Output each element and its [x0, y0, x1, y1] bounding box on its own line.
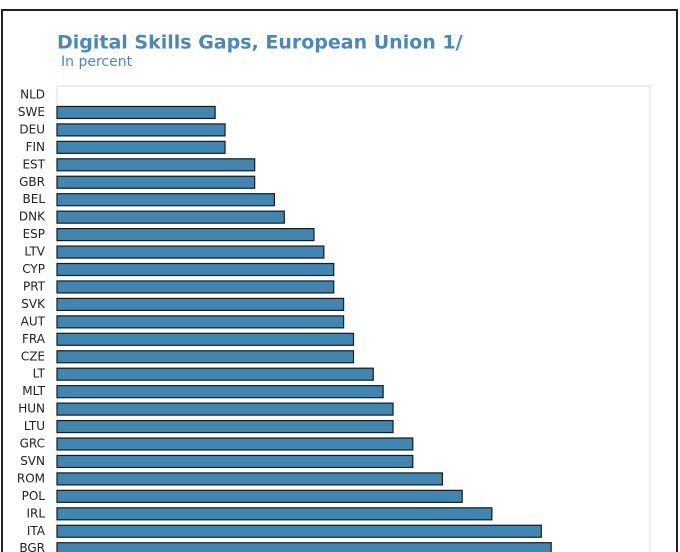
bar [56, 140, 226, 154]
bar [56, 507, 493, 521]
y-tick-label: NLD [20, 88, 45, 102]
bar [56, 524, 542, 538]
bar [56, 489, 463, 503]
y-tick-label: SWE [18, 105, 45, 119]
y-tick-label: LTU [24, 419, 45, 433]
bar [56, 367, 374, 381]
bar [56, 385, 384, 399]
y-tick-label: DEU [19, 122, 45, 136]
bar [56, 245, 325, 259]
y-tick-label: MLT [22, 384, 45, 398]
y-tick-label: HUN [18, 402, 45, 416]
y-tick-label: BEL [23, 192, 46, 206]
bar [56, 350, 355, 364]
y-tick-label: CZE [21, 349, 45, 363]
bar [56, 280, 335, 294]
chart-subtitle: In percent [61, 54, 133, 70]
y-tick-label: GBR [19, 175, 45, 189]
bar [56, 315, 345, 329]
bar [56, 472, 444, 486]
y-tick-label: ROM [17, 471, 45, 485]
bar [56, 454, 414, 469]
bar [56, 123, 226, 137]
bar [56, 158, 256, 172]
y-tick-label: GRC [20, 437, 45, 451]
y-tick-label: PRT [23, 279, 46, 293]
y-tick-label: SVK [21, 297, 46, 311]
bar [56, 437, 414, 451]
y-tick-label: LT [33, 367, 46, 381]
bar [56, 262, 335, 277]
bar [56, 210, 285, 224]
y-tick-label: IRL [26, 506, 45, 520]
y-tick-label: FIN [26, 140, 45, 154]
bar [56, 105, 216, 120]
bar [56, 402, 394, 416]
bar [56, 419, 394, 434]
y-tick-label: CYP [22, 262, 45, 276]
bar [56, 175, 256, 189]
chart-title: Digital Skills Gaps, European Union 1/ [57, 32, 463, 54]
y-tick-label: EST [22, 157, 45, 171]
frame [1, 9, 678, 552]
y-tick-label: DNK [19, 210, 46, 224]
y-tick-label: SVN [20, 454, 45, 468]
y-tick-label: AUT [21, 314, 46, 328]
bar [56, 193, 276, 207]
y-tick-label: POL [22, 489, 46, 503]
bar [56, 297, 345, 311]
y-tick-label: FRA [22, 332, 46, 346]
bar [56, 228, 315, 242]
y-tick-label: LTV [24, 245, 45, 259]
y-tick-label: ESP [23, 227, 45, 241]
bar [56, 542, 552, 552]
y-tick-label: BGR [19, 541, 45, 552]
bar [56, 332, 355, 346]
y-tick-label: ITA [27, 524, 46, 538]
